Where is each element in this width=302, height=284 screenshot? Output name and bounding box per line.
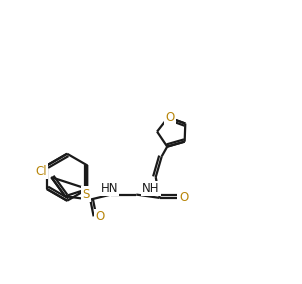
- Text: HN: HN: [101, 182, 118, 195]
- Text: S: S: [82, 187, 89, 201]
- Text: O: O: [165, 111, 175, 124]
- Text: Cl: Cl: [36, 164, 47, 178]
- Text: NH: NH: [142, 182, 160, 195]
- Text: O: O: [179, 191, 188, 204]
- Text: O: O: [95, 210, 104, 223]
